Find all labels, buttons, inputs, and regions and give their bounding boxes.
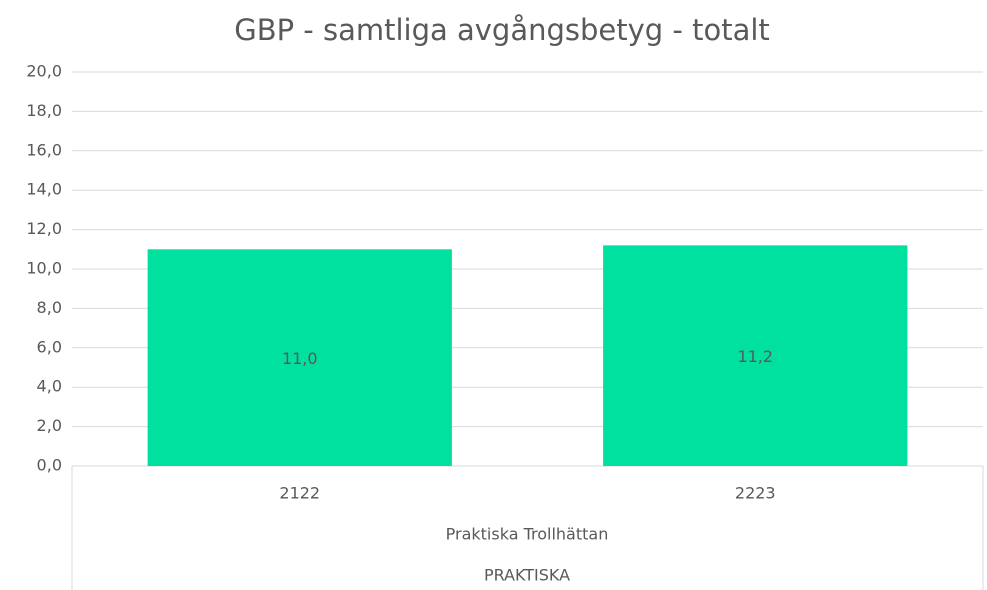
group-label: Praktiska Trollhättan [446, 525, 609, 544]
x-tick-label: 2122 [279, 484, 320, 503]
y-tick-label: 12,0 [26, 219, 62, 238]
y-tick-label: 16,0 [26, 140, 62, 159]
y-tick-label: 6,0 [37, 337, 62, 356]
group-label: PRAKTISKA [484, 566, 570, 585]
data-label: 11,0 [282, 349, 318, 368]
y-tick-label: 14,0 [26, 180, 62, 199]
x-tick-label: 2223 [735, 484, 776, 503]
y-tick-label: 20,0 [26, 62, 62, 81]
data-label: 11,2 [737, 347, 773, 366]
y-tick-label: 8,0 [37, 298, 62, 317]
y-tick-label: 4,0 [37, 377, 62, 396]
y-tick-label: 2,0 [37, 416, 62, 435]
chart-title: GBP - samtliga avgångsbetyg - totalt [234, 13, 770, 47]
y-tick-label: 10,0 [26, 259, 62, 278]
bar [603, 245, 908, 466]
y-tick-label: 18,0 [26, 101, 62, 120]
y-tick-label: 0,0 [37, 456, 62, 475]
bar [147, 249, 452, 466]
